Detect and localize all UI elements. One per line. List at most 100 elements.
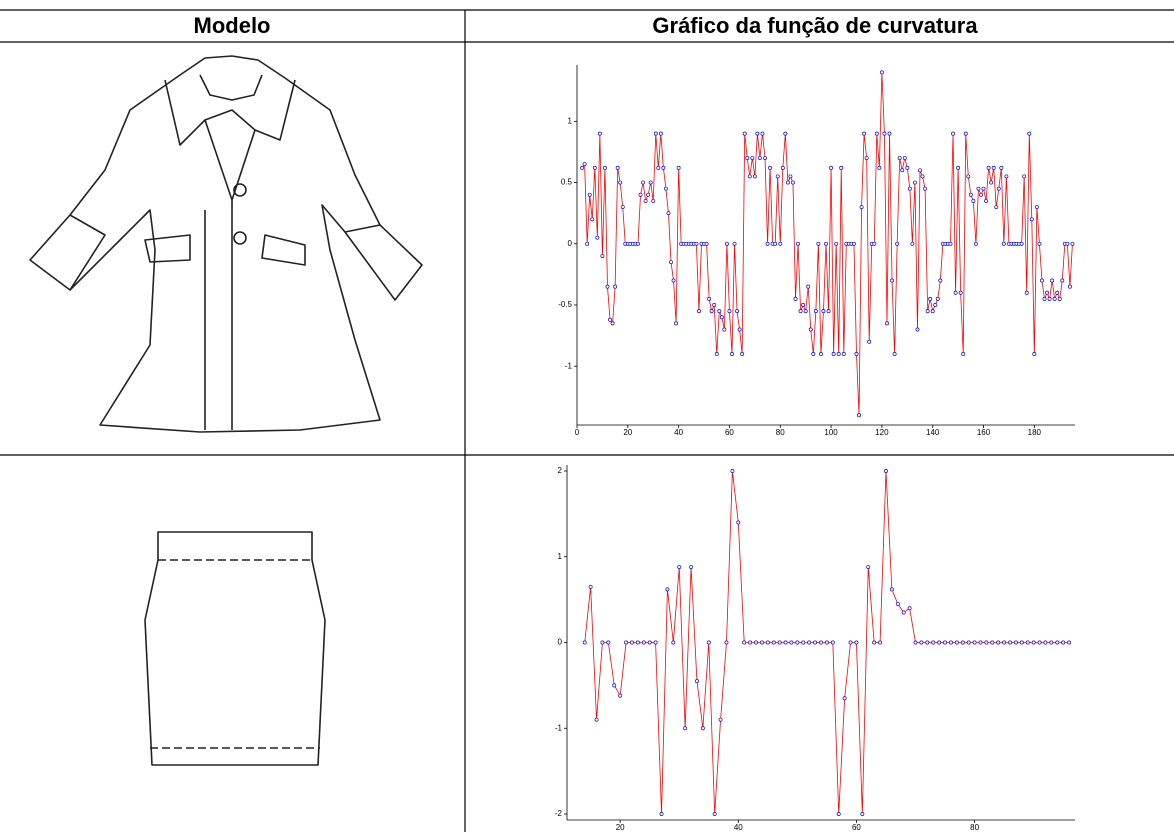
data-point <box>1038 242 1041 245</box>
data-point <box>1044 641 1047 644</box>
data-point <box>802 641 805 644</box>
x-tick-label: 20 <box>623 428 632 437</box>
data-point <box>589 585 592 588</box>
data-point <box>649 181 652 184</box>
data-point <box>738 328 741 331</box>
data-point <box>636 242 639 245</box>
skirt-drawing <box>145 532 325 765</box>
data-point <box>684 727 687 730</box>
data-point <box>969 193 972 196</box>
data-point <box>1051 279 1054 282</box>
data-point <box>817 242 820 245</box>
data-point <box>784 132 787 135</box>
data-point <box>878 166 881 169</box>
data-point <box>929 297 932 300</box>
data-point <box>647 193 650 196</box>
data-point <box>926 641 929 644</box>
data-point <box>888 132 891 135</box>
data-point <box>624 641 627 644</box>
y-tick-label: 1 <box>568 116 573 125</box>
curvature-chart: -2-101220406080 <box>555 465 1075 832</box>
data-point <box>689 565 692 568</box>
data-point <box>695 242 698 245</box>
data-point <box>840 166 843 169</box>
data-point <box>715 352 718 355</box>
y-tick-label: 0 <box>568 239 573 248</box>
document: Modelo Gráfico da função de curvatura -1… <box>0 0 1174 832</box>
data-point <box>639 193 642 196</box>
data-point <box>1066 242 1069 245</box>
data-point <box>672 279 675 282</box>
data-point <box>666 588 669 591</box>
data-point <box>949 641 952 644</box>
data-point <box>754 641 757 644</box>
data-point <box>814 310 817 313</box>
data-point <box>789 175 792 178</box>
data-point <box>713 812 716 815</box>
column-header: Gráfico da função de curvatura <box>652 13 978 38</box>
data-point <box>735 310 738 313</box>
data-point <box>603 166 606 169</box>
data-point <box>601 641 604 644</box>
data-point <box>973 641 976 644</box>
data-point <box>718 310 721 313</box>
data-point <box>611 322 614 325</box>
y-tick-label: -0.5 <box>558 300 572 309</box>
x-tick-label: 180 <box>1028 428 1042 437</box>
skirt-detail <box>150 560 320 748</box>
data-point <box>967 641 970 644</box>
data-point <box>1071 242 1074 245</box>
data-point <box>1030 218 1033 221</box>
data-point <box>949 242 952 245</box>
data-point <box>939 279 942 282</box>
data-point <box>591 218 594 221</box>
data-point <box>614 285 617 288</box>
data-point <box>883 132 886 135</box>
data-point <box>701 727 704 730</box>
data-point <box>786 181 789 184</box>
data-point <box>901 169 904 172</box>
data-point <box>654 641 657 644</box>
data-point <box>990 181 993 184</box>
data-point <box>799 310 802 313</box>
x-tick-label: 80 <box>970 823 979 832</box>
data-point <box>955 641 958 644</box>
data-point <box>865 156 868 159</box>
data-point <box>1023 175 1026 178</box>
data-point <box>938 641 941 644</box>
data-point <box>776 175 779 178</box>
data-point <box>743 132 746 135</box>
data-point <box>784 641 787 644</box>
y-tick-label: -1 <box>565 361 573 370</box>
x-tick-label: 40 <box>674 428 683 437</box>
data-point <box>875 132 878 135</box>
data-point <box>796 641 799 644</box>
data-point <box>974 242 977 245</box>
data-point <box>979 193 982 196</box>
data-point <box>621 205 624 208</box>
data-point <box>781 166 784 169</box>
data-point <box>931 310 934 313</box>
data-point <box>979 641 982 644</box>
data-point <box>737 521 740 524</box>
x-tick-label: 40 <box>734 823 743 832</box>
data-point <box>1032 641 1035 644</box>
data-point <box>1061 279 1064 282</box>
x-tick-label: 160 <box>977 428 991 437</box>
data-point <box>802 303 805 306</box>
data-point <box>1014 641 1017 644</box>
data-point <box>606 285 609 288</box>
y-tick-label: 0 <box>558 638 563 647</box>
data-point <box>660 812 663 815</box>
data-point <box>837 352 840 355</box>
data-point <box>607 641 610 644</box>
x-tick-label: 140 <box>926 428 940 437</box>
data-point <box>991 641 994 644</box>
data-point <box>911 242 914 245</box>
data-point <box>959 291 962 294</box>
table-grid <box>0 10 1174 832</box>
data-point <box>832 352 835 355</box>
data-point <box>861 812 864 815</box>
data-point <box>843 697 846 700</box>
data-point <box>936 297 939 300</box>
